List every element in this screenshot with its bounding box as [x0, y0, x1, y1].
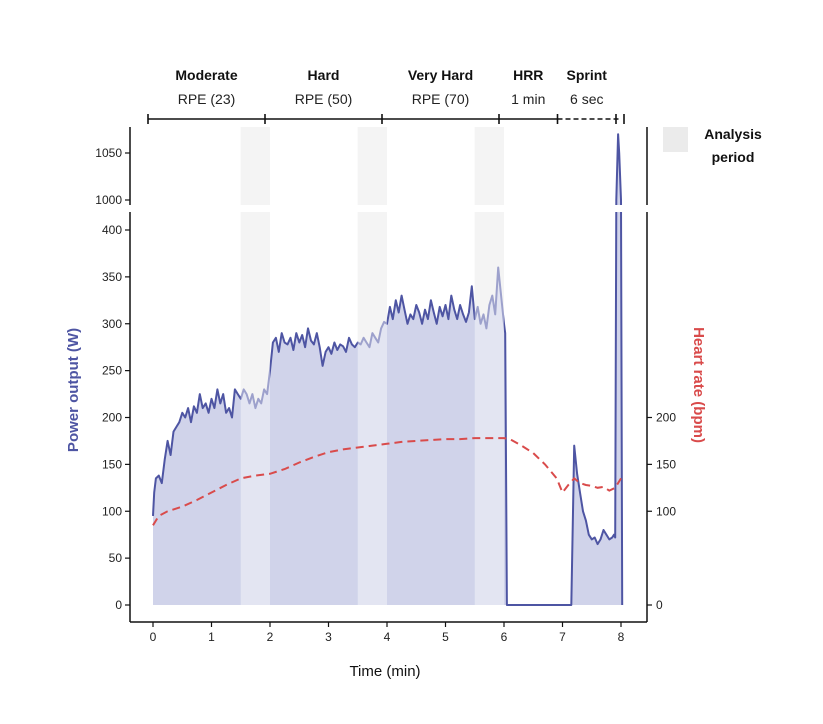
- phase-subtitle: 1 min: [511, 91, 545, 107]
- y-tick-label-left: 0: [115, 598, 122, 612]
- phase-subtitle: RPE (70): [412, 91, 470, 107]
- phase-subtitle: RPE (23): [178, 91, 236, 107]
- y-tick-label-right: 100: [656, 504, 676, 518]
- x-tick-label: 4: [384, 630, 391, 644]
- phase-name: Hard: [308, 67, 340, 83]
- x-tick-label: 6: [501, 630, 508, 644]
- y-tick-label-left: 50: [109, 551, 123, 565]
- y-tick-label-left: 150: [102, 457, 122, 471]
- y-tick-label-left: 100: [102, 504, 122, 518]
- y-axis-title-right: Heart rate (bpm): [690, 327, 707, 443]
- x-tick-label: 0: [150, 630, 157, 644]
- y-tick-label-left: 350: [102, 270, 122, 284]
- phase-subtitle: RPE (50): [295, 91, 353, 107]
- y-tick-label-left-upper: 1050: [95, 146, 122, 160]
- y-tick-label-left: 300: [102, 317, 122, 331]
- axes: 0 1 2 3 4 5 6 7 80501001502002503003504001000105…: [95, 127, 676, 644]
- phase-subtitle: 6 sec: [570, 91, 603, 107]
- y-tick-label-left: 400: [102, 223, 122, 237]
- analysis-period-overlay: [474, 127, 504, 605]
- legend-label-line2: period: [712, 149, 755, 165]
- x-tick-label: 1: [208, 630, 215, 644]
- analysis-period-overlay: [357, 127, 387, 605]
- x-tick-label: 2: [267, 630, 274, 644]
- phase-name: Sprint: [567, 67, 608, 83]
- y-tick-label-left-upper: 1000: [95, 193, 122, 207]
- x-tick-label: 8: [618, 630, 625, 644]
- legend: Analysis period: [663, 126, 762, 165]
- power-series: [125, 127, 652, 606]
- power-fill: [153, 134, 623, 605]
- y-tick-label-left: 250: [102, 364, 122, 378]
- y-tick-label-right: 0: [656, 598, 663, 612]
- power-line: [152, 133, 624, 606]
- x-tick-label: 5: [442, 630, 449, 644]
- heart-rate-line: [152, 437, 622, 526]
- heart-rate-series: [152, 437, 622, 526]
- y-tick-label-left: 200: [102, 411, 122, 425]
- x-axis-title: Time (min): [349, 663, 420, 680]
- phase-name: Moderate: [175, 67, 237, 83]
- phase-name: Very Hard: [408, 67, 473, 83]
- y-tick-label-right: 150: [656, 457, 676, 471]
- phase-name: HRR: [513, 67, 543, 83]
- x-tick-label: 7: [559, 630, 566, 644]
- y-tick-label-right: 200: [656, 411, 676, 425]
- legend-swatch: [663, 127, 688, 152]
- axis-break-gap: [125, 205, 652, 212]
- x-tick-label: 3: [325, 630, 332, 644]
- y-axis-title-left: Power output (W): [65, 328, 82, 452]
- legend-label-line1: Analysis: [704, 126, 762, 142]
- phase-bar: Moderate RPE (23) Hard RPE (50) Very Hard RPE…: [147, 67, 625, 124]
- analysis-period-overlay: [240, 127, 270, 605]
